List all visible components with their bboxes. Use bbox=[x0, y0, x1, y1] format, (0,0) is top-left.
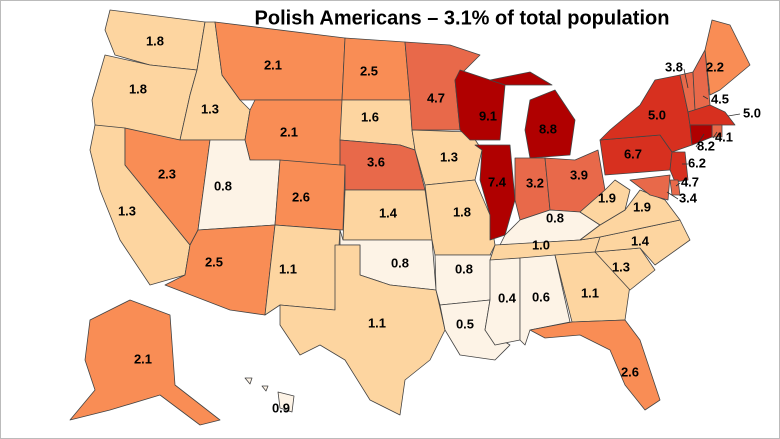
state-value-label: 2.1 bbox=[264, 57, 282, 72]
state-value-label: 2.2 bbox=[706, 59, 724, 74]
state bbox=[669, 179, 681, 196]
state-value-label: 4.5 bbox=[711, 91, 729, 106]
value-labels: 1.8 1.8 1.3 2.1 2.1 1.3 2.3 0.8 2.6 2.5 1.1 2.5 1.6 3… bbox=[118, 33, 761, 415]
state-value-label: 0.9 bbox=[272, 400, 290, 415]
state bbox=[629, 174, 671, 201]
leader bbox=[727, 113, 741, 117]
leader bbox=[675, 182, 681, 187]
state-value-label: 2.3 bbox=[158, 166, 176, 181]
state-value-label: 0.8 bbox=[455, 261, 473, 276]
state-value-label: 4.7 bbox=[681, 174, 699, 189]
state bbox=[474, 144, 516, 241]
state-value-label: 8.2 bbox=[697, 138, 715, 153]
state-value-label: 1.3 bbox=[201, 101, 219, 116]
state bbox=[579, 179, 631, 226]
state-value-label: 1.4 bbox=[379, 205, 398, 220]
state-value-label: 6.2 bbox=[688, 155, 706, 170]
state-value-label: 1.3 bbox=[440, 149, 458, 164]
state-value-label: 1.8 bbox=[146, 33, 164, 48]
leader bbox=[702, 95, 709, 100]
state-value-label: 1.9 bbox=[633, 199, 651, 214]
leader-lines bbox=[666, 68, 741, 200]
state bbox=[489, 71, 576, 159]
state-value-label: 5.0 bbox=[743, 105, 761, 120]
state-value-label: 1.8 bbox=[129, 81, 147, 96]
state-value-label: 3.9 bbox=[570, 167, 588, 182]
state-value-label: 1.3 bbox=[118, 203, 136, 218]
state-value-label: 3.4 bbox=[679, 190, 698, 205]
state bbox=[669, 151, 689, 183]
state-value-label: 3.6 bbox=[367, 154, 385, 169]
state-value-label: 1.1 bbox=[581, 285, 599, 300]
state-value-label: 2.1 bbox=[134, 351, 152, 366]
state-value-label: 7.4 bbox=[488, 174, 507, 189]
state bbox=[529, 319, 661, 411]
state-value-label: 3.2 bbox=[526, 175, 544, 190]
leader bbox=[695, 133, 705, 148]
state-value-label: 1.8 bbox=[453, 204, 471, 219]
state-value-label: 2.5 bbox=[360, 63, 378, 78]
state-value-label: 2.1 bbox=[280, 124, 298, 139]
state-value-label: 0.6 bbox=[532, 289, 550, 304]
leader bbox=[666, 191, 679, 200]
state bbox=[704, 19, 751, 96]
state bbox=[69, 299, 221, 426]
state-value-label: 0.8 bbox=[214, 178, 232, 193]
state bbox=[689, 124, 713, 146]
state bbox=[274, 159, 346, 231]
state-value-label: 1.6 bbox=[361, 109, 379, 124]
state bbox=[279, 244, 446, 416]
state-value-label: 6.7 bbox=[624, 146, 642, 161]
state bbox=[264, 224, 341, 316]
leader bbox=[712, 131, 718, 139]
state bbox=[424, 179, 496, 256]
map-title: Polish Americans – 3.1% of total populat… bbox=[255, 7, 670, 29]
state bbox=[244, 377, 295, 413]
state-value-label: 1.9 bbox=[598, 190, 616, 205]
state-value-label: 2.5 bbox=[205, 254, 223, 269]
state-value-label: 1.4 bbox=[631, 233, 650, 248]
state-value-label: 1.1 bbox=[279, 261, 297, 276]
state-value-label: 1.1 bbox=[368, 315, 386, 330]
state-value-label: 2.6 bbox=[621, 364, 639, 379]
states bbox=[69, 9, 751, 426]
state-value-label: 3.8 bbox=[665, 59, 683, 74]
state-value-label: 4.1 bbox=[715, 129, 733, 144]
state-value-label: 0.8 bbox=[546, 210, 564, 225]
state-value-label: 0.8 bbox=[391, 255, 409, 270]
state-value-label: 0.5 bbox=[456, 316, 474, 331]
state-value-label: 0.4 bbox=[498, 290, 517, 305]
state-value-label: 2.6 bbox=[292, 189, 310, 204]
state-value-label: 1.0 bbox=[532, 237, 550, 252]
state-value-label: 5.0 bbox=[648, 107, 666, 122]
state-value-label: 9.1 bbox=[479, 108, 497, 123]
leader bbox=[683, 68, 689, 89]
state-value-label: 1.3 bbox=[612, 259, 630, 274]
state-value-label: 8.8 bbox=[539, 121, 557, 136]
state-value-label: 4.7 bbox=[427, 90, 445, 105]
